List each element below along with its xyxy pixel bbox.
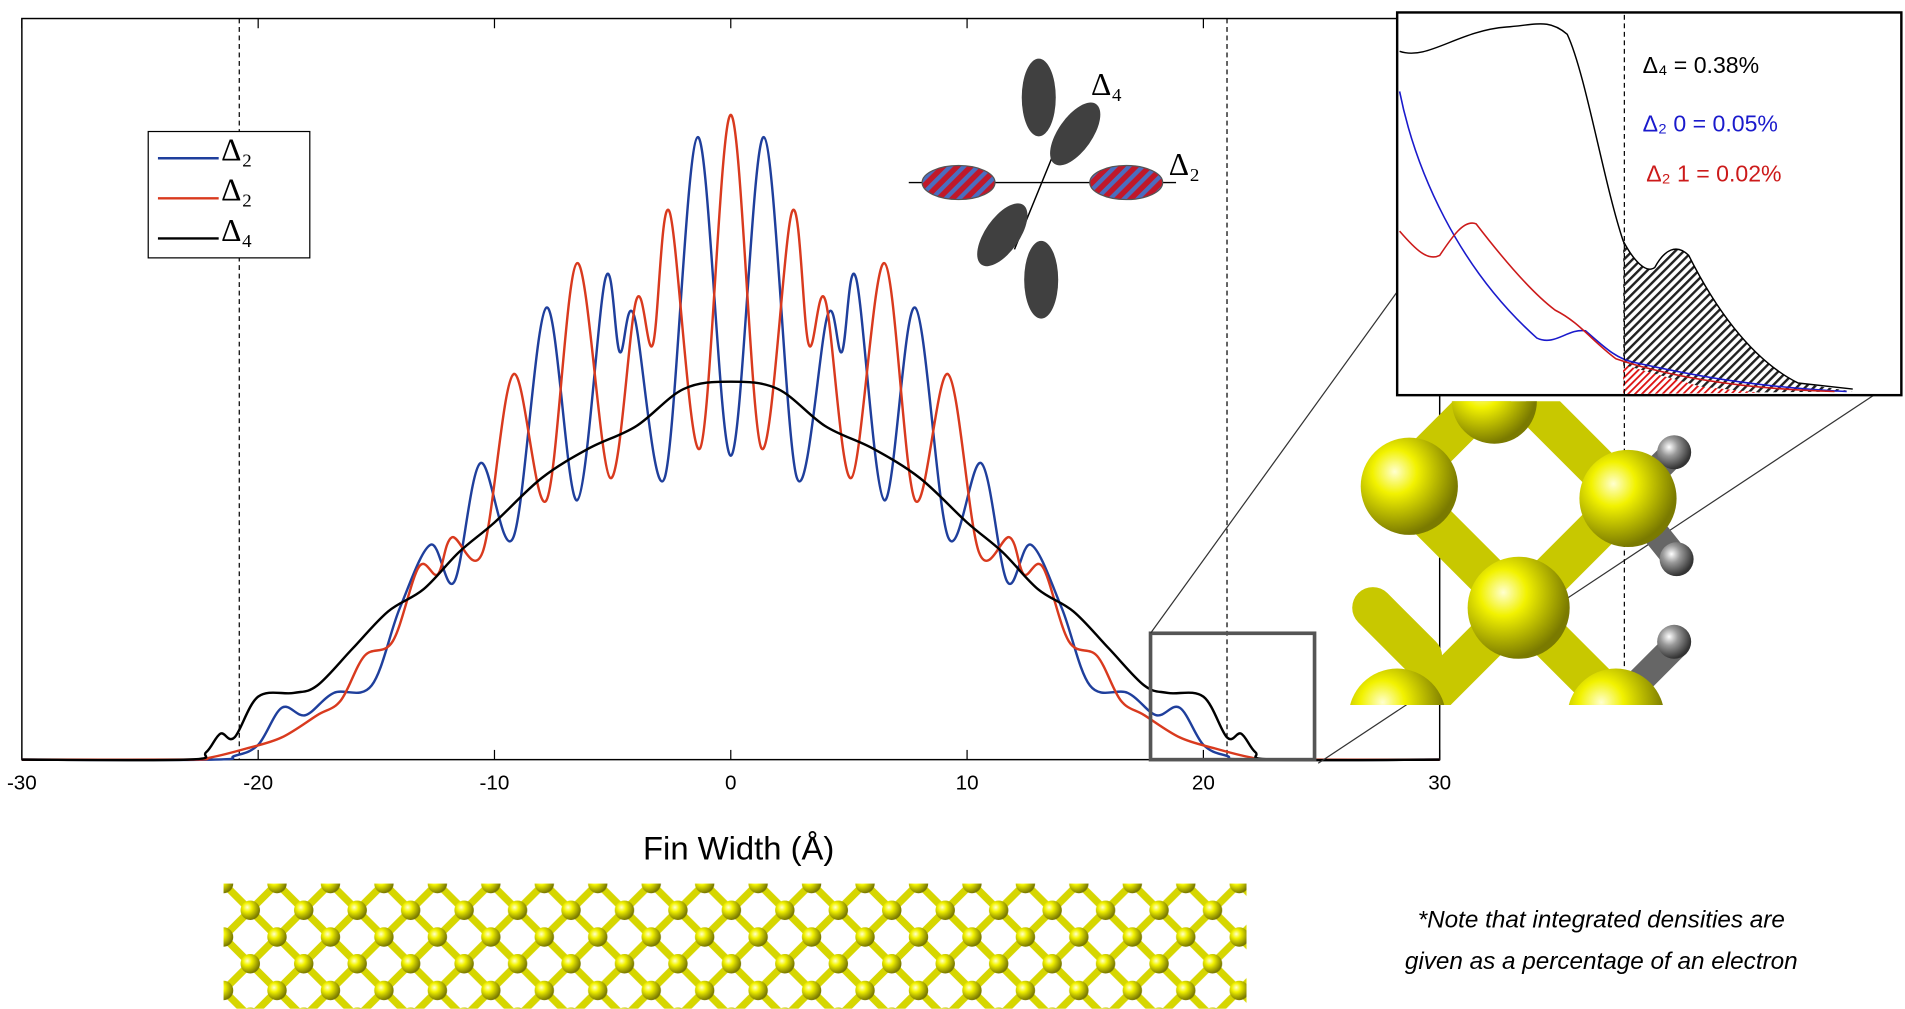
orbital-label: Δ₄ (1091, 67, 1122, 102)
x-tick-label: 30 (1428, 771, 1451, 794)
inset-label: Δ₄ = 0.38% (1643, 52, 1760, 78)
orbital-label: Δ₂ (1169, 147, 1200, 182)
page: {"chart_data": { "type": "line", "x_labe… (0, 0, 1905, 1009)
x-tick-label: 0 (725, 771, 736, 794)
note: *Note that integrated densities are (1418, 907, 1785, 934)
x-tick-label: -20 (243, 771, 273, 794)
x-tick-label: -10 (480, 771, 510, 794)
legend-label: Δ₂ (221, 173, 252, 208)
lattice-strip (224, 884, 1247, 1009)
inset-label: Δ₂ 0 = 0.05% (1643, 111, 1778, 137)
figure: -30-20-100102030Δ₂Δ₂Δ₄ Δ₄ Δ₂ Δ₄ = 0.38% … (0, 0, 1905, 1009)
note: given as a percentage of an electron (1405, 948, 1798, 975)
x-tick-label: 20 (1192, 771, 1215, 794)
inset-label: Δ₂ 1 = 0.02% (1646, 160, 1781, 186)
x-tick-label: 10 (956, 771, 979, 794)
x-tick-label: -30 (7, 771, 37, 794)
x-axis-label: Fin Width (Å) (643, 829, 834, 866)
legend-label: Δ₂ (221, 133, 252, 168)
legend-label: Δ₄ (221, 213, 252, 248)
